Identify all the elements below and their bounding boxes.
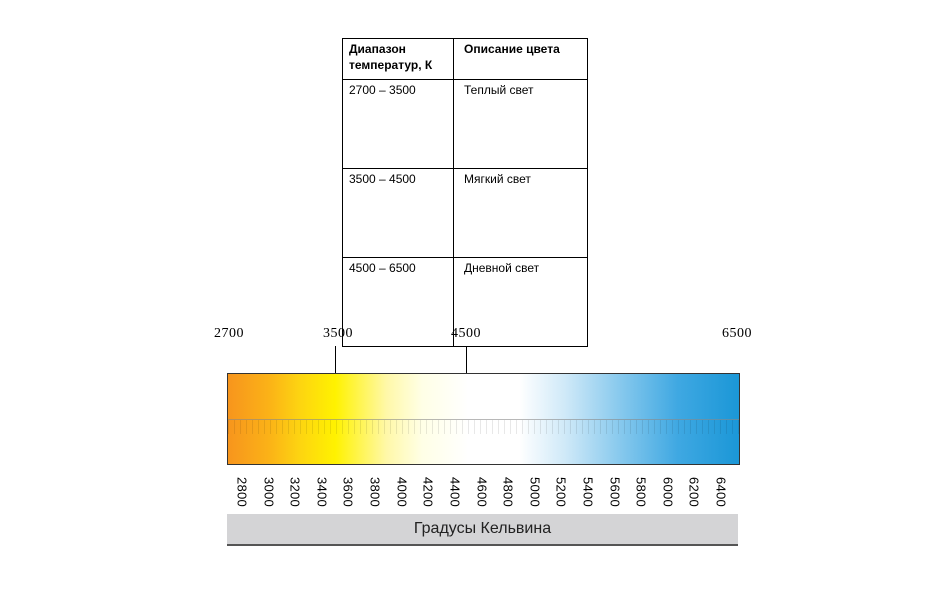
tick-label-text: 2800 (234, 476, 250, 508)
tick-label: 6000 (660, 470, 676, 514)
table: Диапазон температур, К Описание цвета 27… (342, 38, 588, 347)
tick-label: 3800 (367, 470, 383, 514)
color-temperature-table: Диапазон температур, К Описание цвета 27… (342, 38, 588, 347)
marker-label-2700: 2700 (214, 326, 244, 341)
tick-label: 6200 (686, 470, 702, 514)
tick-label: 5000 (527, 470, 543, 514)
tick-label-text: 6000 (660, 476, 676, 508)
cell-description: Теплый свет (453, 79, 588, 169)
tick-label-text: 6400 (713, 476, 729, 508)
tick-label: 5400 (580, 470, 596, 514)
tick-label: 6400 (713, 470, 729, 514)
table-header-row: Диапазон температур, К Описание цвета (342, 38, 588, 80)
scale-minor-ticks (228, 420, 739, 434)
header-range: Диапазон температур, К (342, 38, 454, 80)
cell-range: 4500 – 6500 (342, 257, 454, 347)
tick-label: 4800 (500, 470, 516, 514)
tick-label-text: 4000 (394, 476, 410, 508)
tick-label-text: 3200 (287, 476, 303, 508)
tick-label: 4000 (394, 470, 410, 514)
tick-label: 5800 (633, 470, 649, 514)
tick-label-text: 5000 (527, 476, 543, 508)
tick-label-text: 3000 (261, 476, 277, 508)
tick-label-text: 3600 (340, 476, 356, 508)
tick-label-text: 5400 (580, 476, 596, 508)
cell-range: 2700 – 3500 (342, 79, 454, 169)
cell-description: Мягкий свет (453, 168, 588, 258)
scale-caption: Градусы Кельвина (227, 514, 738, 546)
tick-label-text: 5600 (607, 476, 623, 508)
tick-label-text: 5800 (633, 476, 649, 508)
tick-label: 4400 (447, 470, 463, 514)
tick-label-text: 3400 (314, 476, 330, 508)
tick-label-text: 4200 (420, 476, 436, 508)
tick-label: 4200 (420, 470, 436, 514)
tick-label: 4600 (474, 470, 490, 514)
table-row: 4500 – 6500 Дневной свет (342, 257, 588, 347)
cell-range: 3500 – 4500 (342, 168, 454, 258)
tick-label-text: 4600 (474, 476, 489, 508)
marker-label-3500: 3500 (323, 326, 353, 341)
tick-label-text: 6200 (686, 476, 702, 508)
table-row: 3500 – 4500 Мягкий свет (342, 168, 588, 258)
tick-label: 3600 (340, 470, 356, 514)
tick-label: 3400 (314, 470, 330, 514)
table-row: 2700 – 3500 Теплый свет (342, 79, 588, 169)
tick-label-text: 3800 (367, 476, 383, 508)
tick-label-text: 4800 (500, 476, 516, 508)
marker-label-6500: 6500 (722, 326, 752, 341)
cell-description: Дневной свет (453, 257, 588, 347)
scale-tick-labels: 2800 3000 3200 3400 3600 3800 4000 4200 4400 4600… (227, 470, 738, 514)
color-temperature-gradient (227, 373, 740, 465)
header-description: Описание цвета (453, 38, 588, 80)
tick-label: 3000 (261, 470, 277, 514)
scale-midline (228, 419, 739, 420)
tick-label: 5200 (553, 470, 569, 514)
tick-label: 3200 (287, 470, 303, 514)
tick-label: 5600 (607, 470, 623, 514)
tick-label: 2800 (234, 470, 250, 514)
tick-label-text: 5200 (553, 476, 569, 508)
marker-label-4500: 4500 (451, 326, 481, 341)
tick-label-text: 4400 (447, 476, 463, 508)
